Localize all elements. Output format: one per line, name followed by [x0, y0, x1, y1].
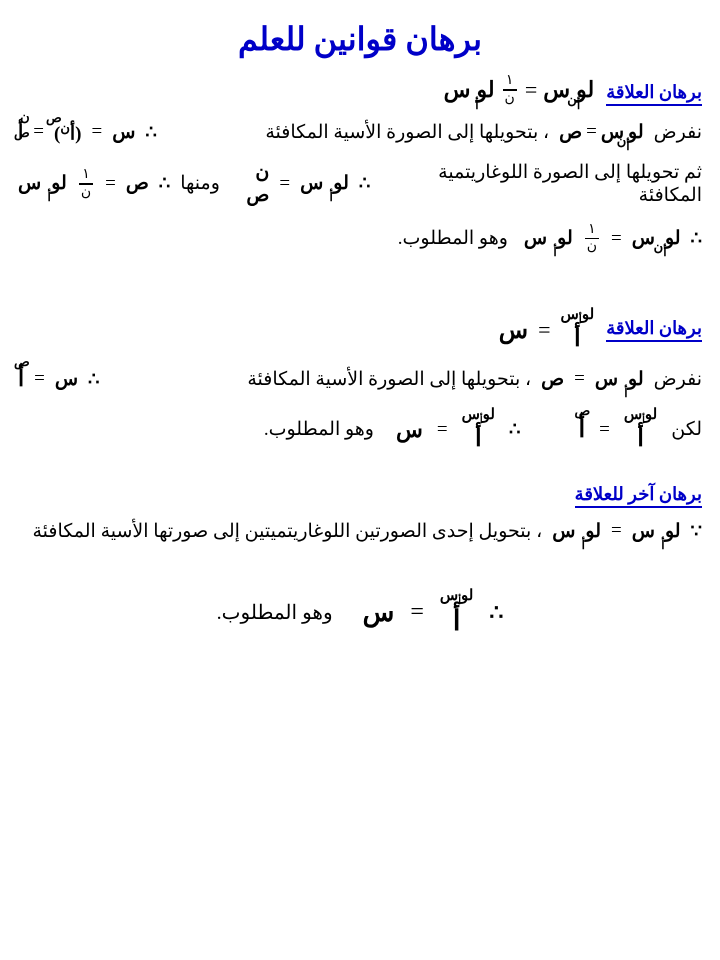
proof2-line1: نفرض لوأس = ص ، بتحويلها إلى الصورة الأس…: [0, 358, 720, 400]
proof2-relation-formula: لوأس أ = س: [499, 308, 594, 352]
proof1-relation-formula: لوأنس = ١ن لوأس: [444, 74, 595, 106]
proof1-conclusion: ∴ لوأنس = ١ن لوأس وهو المطلوب.: [0, 215, 720, 263]
proof1-label: برهان العلاقة: [606, 82, 702, 106]
proof3-conclusion: ∴ لوأس أ = س وهو المطلوب.: [0, 581, 720, 645]
page-title: برهان قوانين للعلم: [0, 0, 720, 68]
proof3-line1: ∵ لوأس = لوأس ، بتحويل إحدى الصورتين الل…: [0, 512, 720, 551]
base-an-icon: أن: [567, 92, 580, 113]
base-a-icon: أ: [475, 98, 478, 113]
proof3-header-row: برهان آخر للعلاقة: [0, 480, 720, 512]
fraction-1-n: ١ن: [503, 74, 517, 106]
proof1-line2: ثم تحويلها إلى الصورة اللوغاريتمية المكا…: [0, 153, 720, 215]
proof2-label: برهان العلاقة: [606, 318, 702, 342]
proof2-line2: لكن لوأس أ = أص ∴ لوأس أ = س وهو المطلوب…: [0, 400, 720, 460]
proof1-line1: نفرض لوأنس = ص ، بتحويلها إلى الصورة الأ…: [0, 112, 720, 153]
proof2-header-row: برهان العلاقة لوأس أ = س: [0, 302, 720, 358]
proof1-header-row: برهان العلاقة لوأنس = ١ن لوأس: [0, 68, 720, 112]
proof3-label: برهان آخر للعلاقة: [575, 484, 702, 508]
